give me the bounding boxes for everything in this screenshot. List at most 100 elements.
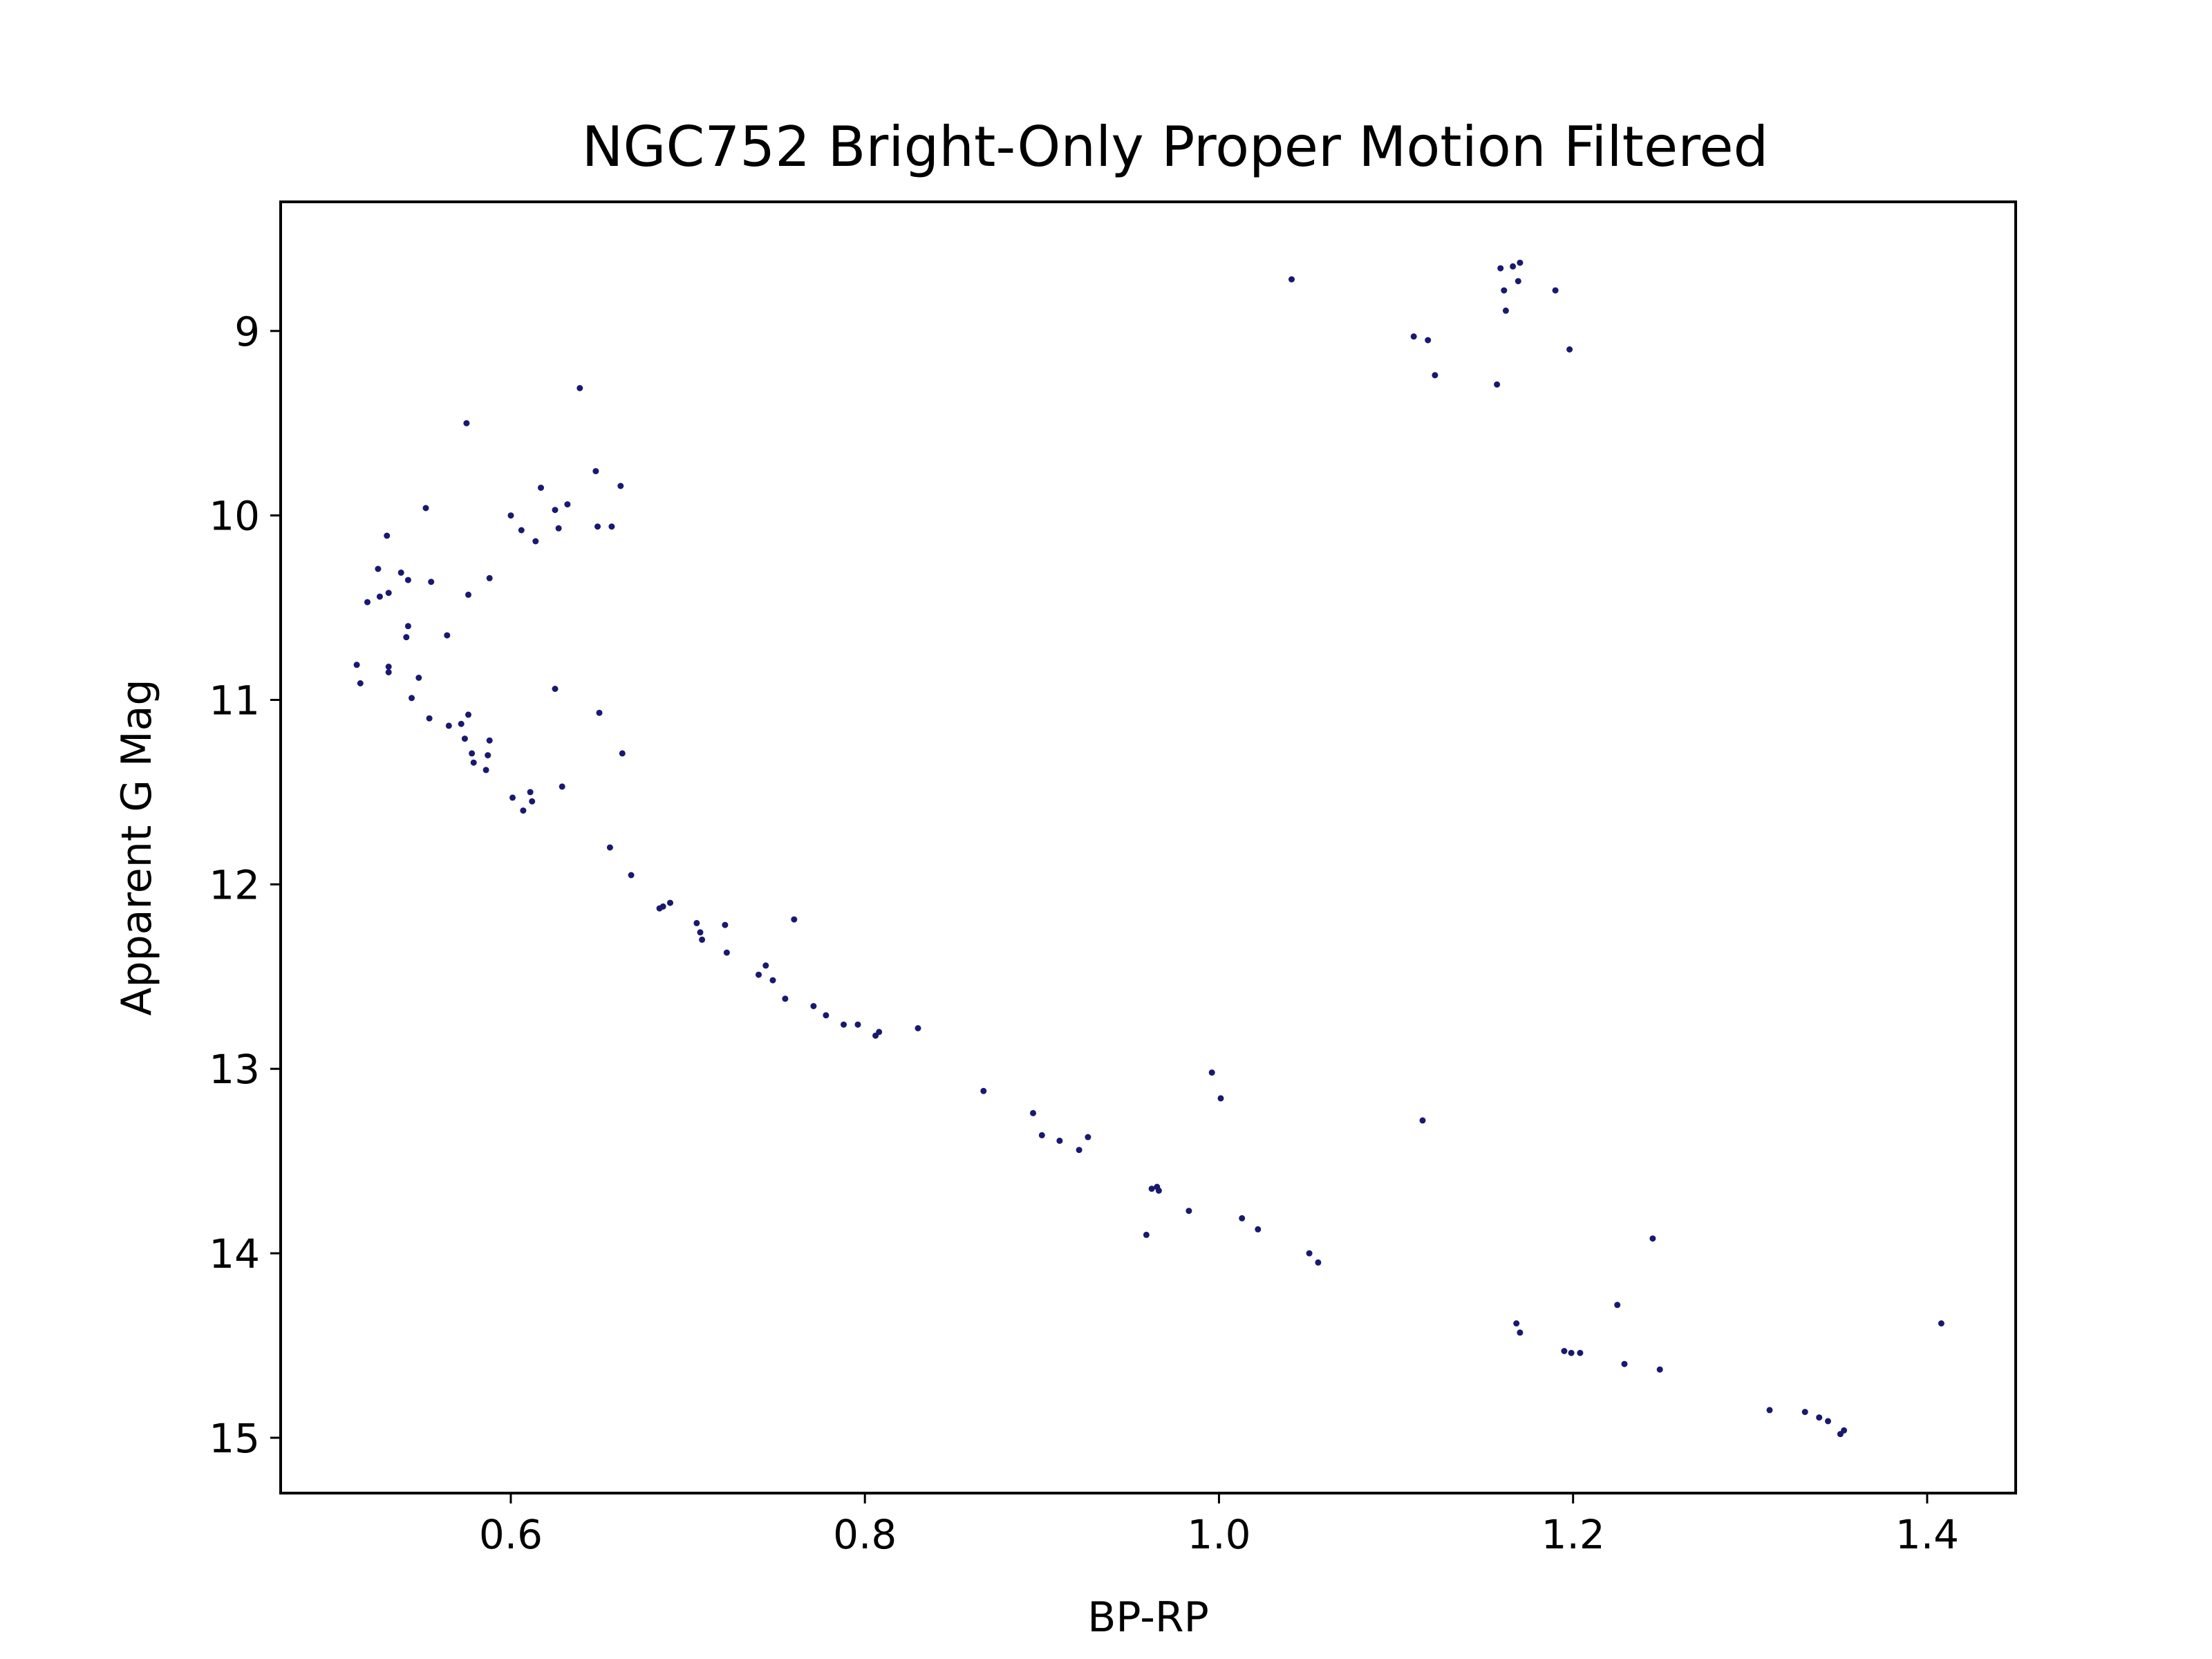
scatter-point: [1656, 1366, 1663, 1373]
scatter-point: [470, 759, 477, 766]
scatter-point: [791, 916, 798, 923]
scatter-point: [520, 807, 527, 814]
scatter-point: [1030, 1109, 1036, 1116]
scatter-point: [1494, 381, 1501, 388]
scatter-point: [1614, 1302, 1621, 1309]
scatter-point: [444, 632, 451, 639]
scatter-point: [555, 525, 562, 532]
scatter-point: [1085, 1134, 1091, 1141]
scatter-point: [428, 579, 435, 585]
y-axis-label: Apparent G Mag: [113, 679, 161, 1015]
scatter-point: [876, 1029, 883, 1035]
scatter-point: [1513, 1320, 1520, 1327]
scatter-point: [486, 737, 493, 744]
scatter-point: [559, 783, 565, 790]
scatter-point: [1425, 337, 1432, 344]
scatter-point: [1502, 307, 1509, 314]
scatter-point: [606, 844, 613, 851]
scatter-point: [1432, 372, 1438, 379]
scatter-point: [458, 720, 465, 727]
scatter-point: [608, 523, 615, 530]
scatter-point: [1038, 1132, 1045, 1138]
scatter-point: [1501, 287, 1508, 294]
scatter-point: [1497, 265, 1504, 272]
scatter-point: [782, 995, 789, 1002]
scatter-point: [1566, 346, 1573, 353]
scatter-point: [357, 680, 364, 686]
scatter-point: [538, 485, 544, 491]
scatter-point: [1288, 276, 1295, 283]
scatter-point: [1816, 1414, 1823, 1421]
scatter-point: [619, 750, 626, 757]
scatter-point: [1517, 1329, 1524, 1336]
scatter-point: [1801, 1409, 1808, 1416]
scatter-point: [1577, 1349, 1584, 1356]
scatter-point: [422, 505, 429, 512]
scatter-point: [1217, 1095, 1224, 1102]
scatter-points: [353, 259, 1944, 1438]
scatter-point: [628, 872, 635, 879]
y-tick-label: 10: [209, 493, 260, 540]
x-axis-label: BP-RP: [1087, 1593, 1209, 1642]
scatter-point: [404, 623, 411, 630]
scatter-point: [1255, 1226, 1262, 1232]
scatter-point: [409, 695, 415, 702]
scatter-point: [756, 971, 762, 978]
scatter-point: [384, 532, 391, 539]
scatter-point: [564, 501, 571, 508]
scatter-point: [375, 565, 382, 572]
scatter-point: [596, 709, 603, 716]
scatter-point: [1938, 1320, 1944, 1327]
scatter-point: [552, 507, 559, 514]
scatter-point: [364, 599, 371, 606]
scatter-point: [1315, 1259, 1322, 1266]
scatter-point: [509, 794, 516, 801]
scatter-point: [1239, 1215, 1246, 1221]
scatter-point: [527, 789, 534, 796]
scatter-point: [810, 1003, 817, 1009]
scatter-point: [385, 590, 392, 597]
scatter-point: [1552, 287, 1559, 294]
scatter-point: [1208, 1069, 1215, 1076]
scatter-point: [1155, 1187, 1162, 1194]
scatter-point: [854, 1021, 861, 1028]
y-tick-label: 12: [209, 861, 260, 908]
scatter-point: [529, 798, 536, 805]
scatter-point: [465, 591, 471, 598]
scatter-point: [769, 977, 776, 984]
scatter-point: [397, 569, 404, 576]
scatter-point: [980, 1087, 987, 1094]
x-axis: 0.6 0.8 1.0 1.2 1.4: [479, 1493, 1959, 1558]
scatter-point: [385, 664, 392, 670]
scatter-point: [617, 482, 624, 489]
scatter-point: [485, 752, 491, 759]
scatter-point: [915, 1025, 921, 1031]
scatter-point: [1649, 1235, 1656, 1242]
scatter-point: [465, 711, 471, 718]
scatter-point: [376, 593, 383, 600]
x-tick-label: 0.6: [479, 1511, 543, 1558]
scatter-point: [592, 468, 599, 475]
scatter-point: [1515, 278, 1521, 285]
scatter-point: [403, 634, 410, 641]
scatter-point: [1056, 1137, 1063, 1144]
scatter-point: [445, 722, 452, 729]
scatter-point: [1143, 1231, 1150, 1238]
scatter-point: [461, 735, 468, 742]
scatter-point: [699, 936, 706, 943]
scatter-point: [762, 962, 769, 969]
scatter-point: [426, 715, 433, 722]
scatter-point: [723, 949, 730, 956]
scatter-point: [693, 919, 700, 926]
scatter-point: [353, 662, 360, 668]
scatter-point: [577, 385, 583, 391]
scatter-point: [1568, 1349, 1575, 1356]
y-tick-label: 14: [209, 1230, 260, 1277]
scatter-point: [518, 527, 525, 534]
scatter-point: [667, 899, 673, 906]
scatter-point: [722, 921, 729, 928]
scatter-point: [415, 675, 422, 681]
scatter-point: [1517, 259, 1524, 266]
y-tick-label: 9: [234, 308, 260, 355]
